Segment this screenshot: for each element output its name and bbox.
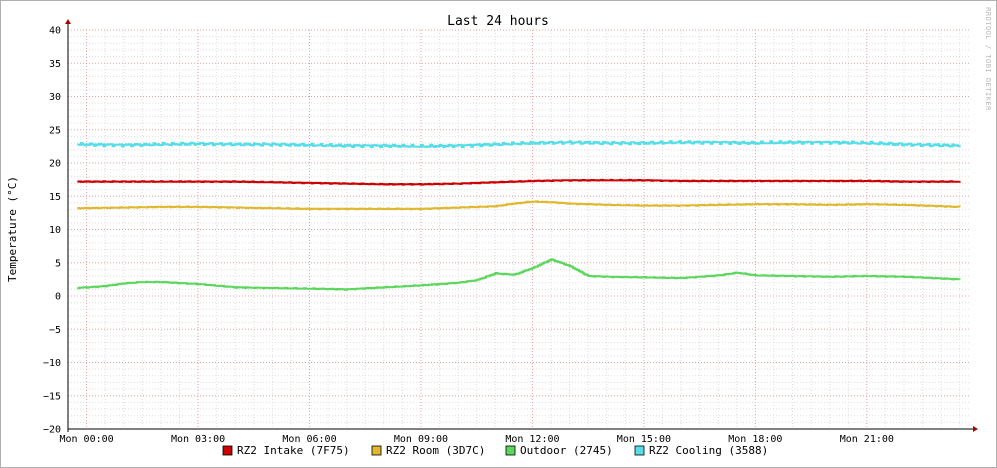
y-tick-label: −15 bbox=[43, 391, 61, 402]
y-tick-label: 25 bbox=[49, 125, 61, 136]
legend-swatch bbox=[222, 445, 233, 456]
x-tick-label: Mon 15:00 bbox=[617, 434, 671, 445]
rrdtool-watermark: RRDTOOL / TOBI OETIKER bbox=[984, 7, 992, 111]
y-tick-label: 40 bbox=[49, 26, 61, 37]
x-axis-arrow bbox=[973, 426, 978, 432]
chart-title: Last 24 hours bbox=[447, 14, 549, 29]
legend-swatch bbox=[505, 445, 516, 456]
y-axis-arrow bbox=[65, 19, 71, 24]
x-tick-label: Mon 18:00 bbox=[728, 434, 782, 445]
x-tick-label: Mon 06:00 bbox=[282, 434, 336, 445]
y-tick-label: 30 bbox=[49, 92, 61, 103]
legend-label: RZ2 Cooling (3588) bbox=[649, 444, 768, 457]
x-tick-label: Mon 00:00 bbox=[59, 434, 113, 445]
legend-swatch bbox=[634, 445, 645, 456]
x-tick-label: Mon 03:00 bbox=[171, 434, 225, 445]
series-line-outdoor-2745 bbox=[77, 258, 961, 291]
y-tick-label: 5 bbox=[55, 258, 61, 269]
y-tick-label: −20 bbox=[43, 425, 61, 436]
x-tick-label: Mon 12:00 bbox=[505, 434, 559, 445]
legend: RZ2 Intake (7F75) RZ2 Room (3D7C) Outdoor … bbox=[222, 444, 768, 457]
y-tick-label: −10 bbox=[43, 358, 61, 369]
y-tick-label: 0 bbox=[55, 292, 61, 303]
y-tick-label: 20 bbox=[49, 159, 61, 170]
legend-label: Outdoor (2745) bbox=[520, 444, 613, 457]
series-line-rz2-room-3d7c bbox=[77, 200, 961, 211]
y-tick-label: 10 bbox=[49, 225, 61, 236]
legend-swatch bbox=[371, 445, 382, 456]
series-line-rz2-cooling-3588 bbox=[77, 140, 961, 149]
x-tick-label: Mon 21:00 bbox=[840, 434, 894, 445]
y-tick-label: 35 bbox=[49, 59, 61, 70]
grid bbox=[68, 29, 969, 430]
y-tick-label: 15 bbox=[49, 192, 61, 203]
x-tick-label: Mon 09:00 bbox=[394, 434, 448, 445]
legend-label: RZ2 Room (3D7C) bbox=[386, 444, 485, 457]
series-lines bbox=[77, 140, 961, 291]
y-axis-label: Temperature (°C) bbox=[6, 176, 19, 282]
series-line-rz2-intake-7f75 bbox=[77, 178, 961, 186]
y-tick-label: −5 bbox=[49, 325, 61, 336]
legend-label: RZ2 Intake (7F75) bbox=[237, 444, 350, 457]
